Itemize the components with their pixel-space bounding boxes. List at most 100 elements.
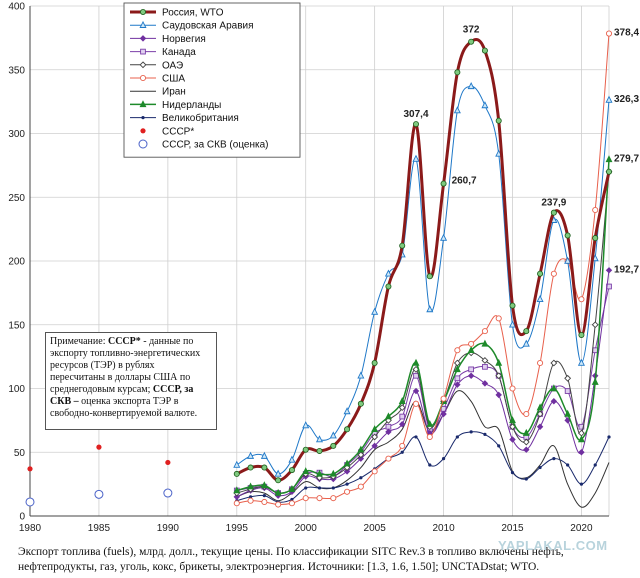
legend-entry: Канада xyxy=(130,47,196,58)
series-1-point xyxy=(384,269,392,277)
series-1-point xyxy=(274,469,282,477)
series-8-point xyxy=(497,444,501,448)
series-7-point xyxy=(316,469,323,477)
series-1-point xyxy=(467,82,475,90)
series-4-point xyxy=(564,374,572,382)
series-0-point xyxy=(261,464,268,471)
series-7-point xyxy=(288,485,296,492)
series-9-point xyxy=(27,466,33,472)
legend-box xyxy=(123,2,301,158)
y-tick-label: 300 xyxy=(8,129,25,140)
y-tick-label: 50 xyxy=(14,448,26,459)
series-2-point xyxy=(398,420,406,428)
x-tick-label: 2020 xyxy=(570,523,593,534)
series-0-point xyxy=(247,464,254,471)
series-5-point xyxy=(509,385,516,392)
series-5-point xyxy=(371,468,378,475)
legend: Россия, WTO Саудовская Аравия Норвегия Кана… xyxy=(123,2,301,158)
data-label: 237,9 xyxy=(541,198,566,209)
series-0-point xyxy=(523,328,530,335)
series-0-point xyxy=(316,447,323,454)
series-7-point xyxy=(260,481,268,489)
series-10-point xyxy=(25,497,35,507)
series-4-point xyxy=(577,429,585,437)
series-5-point xyxy=(385,455,392,462)
series-7-point xyxy=(591,377,599,385)
legend-swatch-marker xyxy=(138,139,148,149)
series-7-point xyxy=(550,384,558,392)
legend-swatch-marker xyxy=(139,8,146,15)
series-2-point xyxy=(343,468,351,475)
x-tick-label: 1990 xyxy=(157,523,180,534)
series-5-point xyxy=(233,500,240,507)
legend-label: Иран xyxy=(162,87,186,98)
series-1-point xyxy=(329,431,337,439)
legend-swatch-marker xyxy=(141,116,145,120)
series-1-point xyxy=(522,339,530,347)
series-4-point xyxy=(591,321,599,329)
series-7-point xyxy=(412,358,420,366)
series-2-point xyxy=(412,387,420,395)
series-7-point xyxy=(302,467,310,475)
series-2-point xyxy=(550,398,558,405)
series-5-point xyxy=(399,442,406,449)
series-10-point xyxy=(163,488,173,498)
series-0-point xyxy=(440,180,447,187)
y-tick-label: 150 xyxy=(8,320,25,331)
series-2-point xyxy=(385,428,392,436)
series-1-point xyxy=(260,451,268,459)
series-8-point xyxy=(510,471,515,475)
series-2-point xyxy=(481,380,489,387)
series-1-point xyxy=(412,154,420,162)
series-8-point xyxy=(428,463,432,467)
legend-swatch-marker xyxy=(139,20,147,28)
series-5-point xyxy=(550,270,557,277)
series-8-point xyxy=(304,486,308,490)
series-8-point xyxy=(345,482,349,486)
series-1-point xyxy=(564,256,572,264)
legend-swatch-marker xyxy=(139,74,147,82)
series-8-point xyxy=(290,497,294,502)
series-1-point xyxy=(508,320,517,328)
y-tick-label: 350 xyxy=(8,65,25,76)
series-8-point xyxy=(455,435,459,439)
series-7-point xyxy=(467,346,475,353)
series-0-point xyxy=(481,47,488,54)
series-1-point xyxy=(426,305,434,313)
x-tick-label: 2000 xyxy=(295,523,318,534)
figure-caption: Экспорт топлива (fuels), млрд. долл., те… xyxy=(18,546,564,573)
series-3-point xyxy=(399,413,406,420)
series-4-point xyxy=(536,410,544,418)
watermark: YAPLAKAL.COM xyxy=(498,538,608,553)
series-1-point xyxy=(302,421,310,429)
series-8-point xyxy=(359,476,363,480)
series-5-point xyxy=(468,340,475,347)
series-0-point xyxy=(592,235,599,242)
series-lines xyxy=(25,30,613,508)
series-1-point xyxy=(371,307,379,315)
legend-swatch-marker xyxy=(139,100,147,108)
series-7-point xyxy=(522,428,530,436)
note-text-1: - данные по экспорту топливно-энергетиче… xyxy=(50,336,201,395)
series-5-point xyxy=(357,483,364,490)
series-2-point xyxy=(536,423,544,430)
series-0-point xyxy=(550,209,557,216)
legend-entry: Норвегия xyxy=(130,34,206,45)
series-2-point xyxy=(357,455,365,462)
series-1-point xyxy=(577,358,585,366)
series-0-point xyxy=(357,400,364,407)
series-5-point xyxy=(412,400,420,407)
series-1-point xyxy=(343,407,351,415)
data-label: 378,4 xyxy=(614,28,639,39)
series-1-point xyxy=(440,233,448,241)
series-0-point xyxy=(344,426,351,433)
series-0-point xyxy=(564,232,571,239)
legend-entry: Иран xyxy=(130,87,186,98)
series-5 xyxy=(233,30,613,508)
series-2-point xyxy=(440,410,447,418)
series-5-point xyxy=(330,495,337,502)
series-7-point xyxy=(605,155,613,163)
series-8-point xyxy=(469,430,473,434)
series-7-point xyxy=(577,435,585,443)
series-7-point xyxy=(536,403,544,411)
